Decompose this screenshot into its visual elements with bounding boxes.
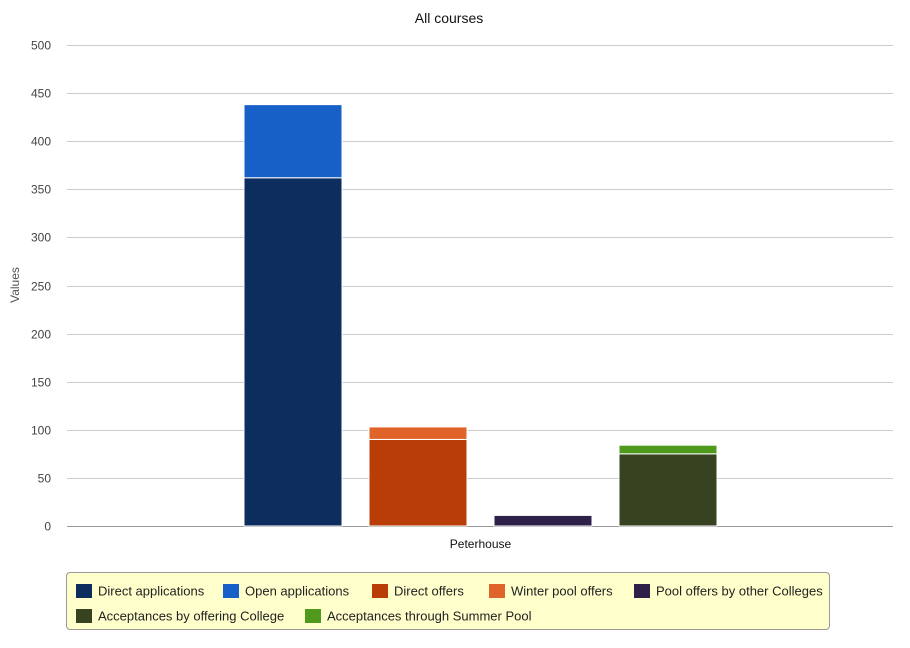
bar-segment-acceptances-through-summer-pool[interactable] — [618, 444, 718, 455]
legend-item[interactable]: Open applications — [223, 583, 349, 599]
bar-segment-direct-applications[interactable] — [243, 177, 343, 527]
legend-swatch — [76, 583, 92, 598]
legend-label: Acceptances by offering College — [98, 608, 285, 624]
legend-item[interactable]: Winter pool offers — [489, 583, 613, 599]
legend-label: Direct applications — [98, 583, 205, 599]
bar-segment-pool-offers-by-other-colleges[interactable] — [493, 514, 593, 527]
y-tick-label: 400 — [31, 135, 51, 149]
y-tick-label: 100 — [31, 424, 51, 438]
legend: Direct applications Open applications Dire… — [66, 572, 830, 630]
bar-chart: All courses Values 0 50 100 150 200 250 300 350… — [8, 10, 893, 551]
legend-label: Direct offers — [394, 583, 464, 599]
legend-swatch — [305, 608, 321, 623]
legend-item[interactable]: Direct offers — [372, 583, 464, 599]
legend-swatch — [223, 583, 239, 598]
y-tick-label: 0 — [44, 520, 51, 534]
legend-label: Winter pool offers — [511, 583, 613, 599]
x-tick-labels: Peterhouse — [450, 537, 512, 551]
legend-label: Open applications — [245, 583, 350, 599]
y-tick-label: 450 — [31, 87, 51, 101]
legend-swatch — [489, 583, 505, 598]
legend-item[interactable]: Acceptances by offering College — [76, 608, 284, 624]
legend-swatch — [372, 583, 388, 598]
y-tick-label: 200 — [31, 328, 51, 342]
legend-item[interactable]: Pool offers by other Colleges — [634, 583, 823, 599]
y-tick-label: 150 — [31, 376, 51, 390]
y-tick-label: 50 — [38, 472, 52, 486]
legend-label: Acceptances through Summer Pool — [327, 608, 532, 624]
bar-segment-winter-pool-offers[interactable] — [368, 426, 468, 440]
y-axis-title: Values — [8, 267, 22, 303]
legend-item[interactable]: Acceptances through Summer Pool — [305, 608, 532, 624]
bar-segment-direct-offers[interactable] — [368, 438, 468, 527]
bar-segment-open-applications[interactable] — [243, 104, 343, 179]
bars — [243, 104, 718, 527]
x-tick-label: Peterhouse — [450, 537, 512, 551]
bar-segment-acceptances-by-offering-college[interactable] — [618, 453, 718, 527]
legend-swatch — [76, 608, 92, 623]
y-tick-label: 350 — [31, 183, 51, 197]
y-tick-label: 250 — [31, 280, 51, 294]
chart-title: All courses — [415, 10, 483, 26]
legend-item[interactable]: Direct applications — [76, 583, 204, 599]
legend-label: Pool offers by other Colleges — [656, 583, 823, 599]
y-tick-label: 300 — [31, 231, 51, 245]
gridlines: 0 50 100 150 200 250 300 350 400 450 500 — [31, 39, 893, 534]
y-tick-label: 500 — [31, 39, 51, 53]
legend-swatch — [634, 583, 650, 598]
